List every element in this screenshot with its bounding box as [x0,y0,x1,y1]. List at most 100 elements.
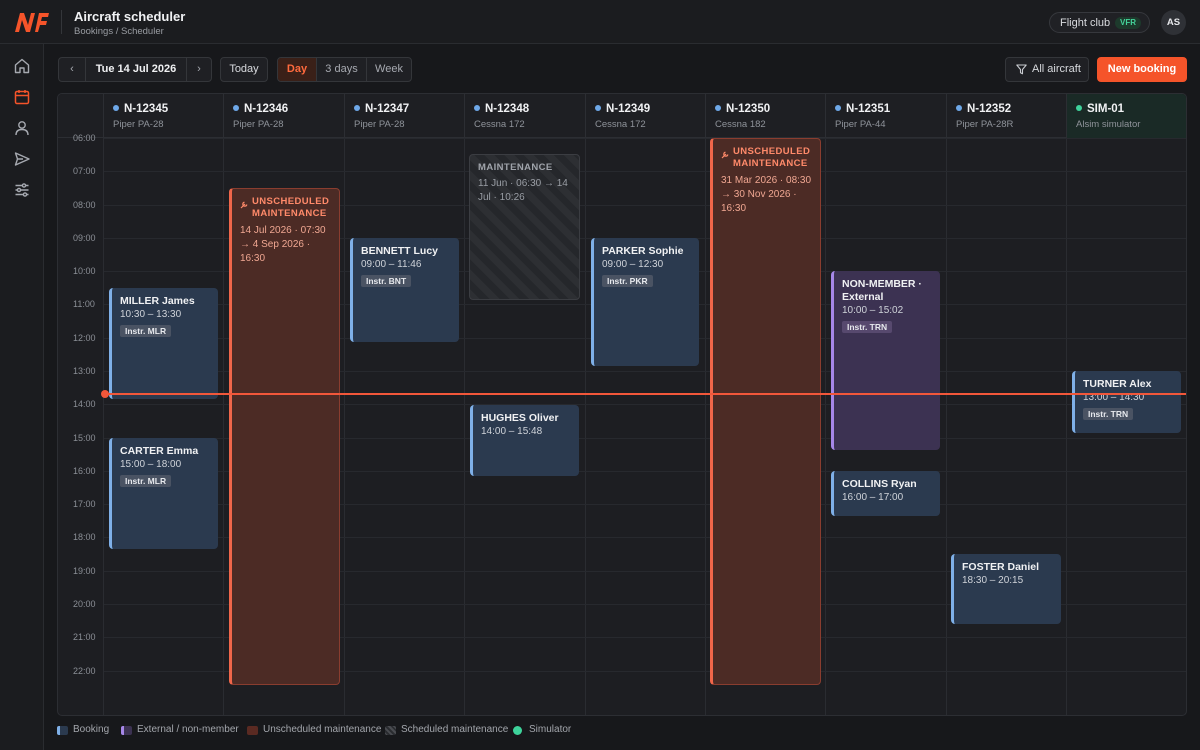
aircraft-reg: N-12349 [606,103,651,115]
maintenance-dates: 14 Jul 2026 · 07:30 → 4 Sep 2026 · 16:30 [240,225,326,264]
view-3days-tab[interactable]: 3 days [325,63,358,75]
booking-turner[interactable]: TURNER Alex 13:00 – 14:30 Instr. TRN [1072,371,1181,433]
aircraft-model: Cessna 172 [595,119,646,130]
aircraft-model: Piper PA-44 [835,119,886,130]
aircraft-header[interactable]: N-12347 Piper PA-28 [344,94,464,138]
booking-name: CARTER Emma [120,445,199,457]
today-button[interactable]: Today [229,63,259,75]
booking-time: 09:00 – 11:46 [361,259,422,270]
booking-hughes[interactable]: HUGHES Oliver 14:00 – 15:48 [470,405,579,476]
hour-label: 14:00 [73,399,96,409]
booking-miller[interactable]: MILLER James 10:30 – 13:30 Instr. MLR [109,288,218,399]
legend-label: Unscheduled maintenance [263,724,382,735]
club-badge: VFR [1115,17,1141,29]
hour-label: 11:00 [73,299,95,309]
legend-label: Simulator [529,724,572,735]
hour-label: 09:00 [73,233,96,243]
legend-swatch [385,726,396,735]
current-time-marker [101,390,109,398]
hour-label: 17:00 [73,499,96,509]
aircraft-reg: N-12348 [485,103,530,115]
wrench-icon [721,151,729,159]
view-day-tab[interactable]: Day [278,58,316,81]
booking-time: 10:30 – 13:30 [120,309,182,320]
app-title: Aircraft scheduler [74,9,186,24]
home-icon[interactable] [13,57,31,75]
legend-swatch [247,726,258,735]
aircraft-filter[interactable]: All aircraft [1005,57,1089,82]
instructor-badge: Instr. TRN [842,321,893,333]
aircraft-model: Piper PA-28 [233,119,284,130]
aircraft-header[interactable]: N-12351 Piper PA-44 [825,94,946,138]
aircraft-reg: N-12350 [726,103,771,115]
instructor-badge: Instr. TRN [1083,408,1134,420]
booking-foster[interactable]: FOSTER Daniel 18:30 – 20:15 [951,554,1061,624]
hour-label: 10:00 [73,266,96,276]
aircraft-header[interactable]: N-12350 Cessna 182 [705,94,825,138]
status-dot [354,105,360,111]
filter-label: All aircraft [1032,63,1081,75]
new-booking-button[interactable]: New booking [1097,57,1187,82]
booking-non-member[interactable]: NON-MEMBER · External 10:00 – 15:02 Inst… [831,271,940,450]
current-date[interactable]: Tue 14 Jul 2026 [95,63,177,75]
aircraft-header[interactable]: N-12348 Cessna 172 [464,94,585,138]
aircraft-model: Cessna 182 [715,119,766,130]
aircraft-header[interactable]: N-12349 Cessna 172 [585,94,705,138]
prev-day-button[interactable]: ‹ [70,63,74,75]
legend-swatch [57,726,68,735]
view-week-tab[interactable]: Week [375,63,403,75]
club-switcher[interactable]: Flight club VFR [1049,12,1150,33]
maintenance-title: UNSCHEDULED MAINTENANCE [733,146,811,169]
booking-name: FOSTER Daniel [962,561,1040,573]
hour-label: 20:00 [73,599,96,609]
status-dot [1076,105,1082,111]
user-icon[interactable] [13,119,31,137]
legend-swatch [513,726,522,735]
aircraft-model: Cessna 172 [474,119,525,130]
brand-divider [61,10,62,34]
date-navigator: ‹ Tue 14 Jul 2026 › [58,57,212,82]
scheduled-maintenance-n12348[interactable]: MAINTENANCE 11 Jun · 06:30 → 14 Jul · 10… [469,154,580,300]
hour-label: 12:00 [73,333,96,343]
status-dot [956,105,962,111]
hour-label: 13:00 [73,366,96,376]
booking-time: 16:00 – 17:00 [842,492,904,503]
legend-swatch [121,726,132,735]
calendar-icon[interactable] [13,88,31,106]
legend-label: External / non-member [137,724,239,735]
user-avatar[interactable]: AS [1161,10,1186,35]
unscheduled-maintenance-n12350[interactable]: UNSCHEDULED MAINTENANCE 31 Mar 2026 · 08… [710,138,821,685]
booking-carter[interactable]: CARTER Emma 15:00 – 18:00 Instr. MLR [109,438,218,549]
aircraft-reg: SIM-01 [1087,103,1125,115]
send-icon[interactable] [13,150,31,168]
booking-parker[interactable]: PARKER Sophie 09:00 – 12:30 Instr. PKR [591,238,699,366]
booking-name: BENNETT Lucy [361,245,439,257]
top-bar: Aircraft scheduler Bookings / Scheduler … [0,0,1200,44]
aircraft-reg: N-12346 [244,103,289,115]
app-logo[interactable] [14,11,50,33]
aircraft-model: Piper PA-28 [113,119,164,130]
unscheduled-maintenance-n12346[interactable]: UNSCHEDULED MAINTENANCE 14 Jul 2026 · 07… [229,188,340,685]
club-name: Flight club [1060,17,1111,29]
booking-name: COLLINS Ryan [842,478,917,490]
booking-time: 10:00 – 15:02 [842,305,904,316]
next-day-button[interactable]: › [197,63,201,75]
legend-label: Scheduled maintenance [401,724,509,735]
aircraft-header[interactable]: N-12345 Piper PA-28 [103,94,223,138]
booking-time: 14:00 – 15:48 [481,426,543,437]
booking-name: TURNER Alex [1083,378,1152,390]
booking-name: MILLER James [120,295,195,307]
status-dot [113,105,119,111]
breadcrumb: Bookings / Scheduler [74,26,164,37]
sliders-icon[interactable] [13,181,31,199]
status-dot [233,105,239,111]
hour-label: 06:00 [73,133,96,143]
maintenance-title: UNSCHEDULED MAINTENANCE [252,196,330,219]
aircraft-header[interactable]: N-12346 Piper PA-28 [223,94,344,138]
maintenance-title: MAINTENANCE [478,162,553,173]
booking-collins[interactable]: COLLINS Ryan 16:00 – 17:00 [831,471,940,516]
aircraft-header[interactable]: N-12352 Piper PA-28R [946,94,1066,138]
hour-label: 16:00 [73,466,96,476]
booking-bennett[interactable]: BENNETT Lucy 09:00 – 11:46 Instr. BNT [350,238,459,342]
simulator-header[interactable]: SIM-01 Alsim simulator [1066,94,1186,138]
